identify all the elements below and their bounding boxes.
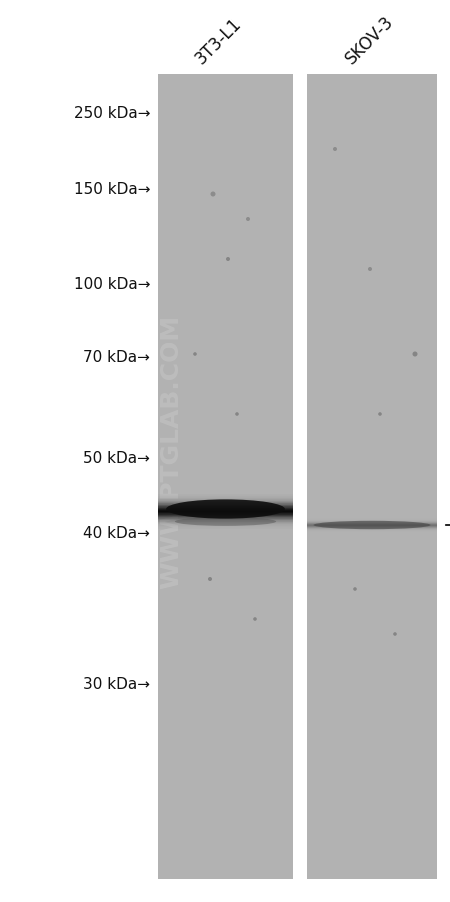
Circle shape bbox=[246, 217, 250, 222]
Text: 100 kDa→: 100 kDa→ bbox=[73, 277, 150, 292]
Text: SKOV-3: SKOV-3 bbox=[342, 13, 397, 68]
Text: WWW.PTGLAB.COM: WWW.PTGLAB.COM bbox=[159, 314, 183, 588]
Bar bbox=[158, 75, 293, 879]
Text: 3T3-L1: 3T3-L1 bbox=[192, 14, 246, 68]
Circle shape bbox=[253, 618, 257, 621]
Circle shape bbox=[211, 192, 216, 198]
Bar bbox=[307, 75, 437, 879]
Circle shape bbox=[393, 632, 397, 636]
Circle shape bbox=[226, 258, 230, 262]
Circle shape bbox=[413, 352, 418, 357]
Text: 70 kDa→: 70 kDa→ bbox=[83, 350, 150, 365]
Text: 50 kDa→: 50 kDa→ bbox=[83, 451, 150, 466]
Circle shape bbox=[235, 413, 239, 417]
Text: 250 kDa→: 250 kDa→ bbox=[73, 106, 150, 120]
Circle shape bbox=[378, 413, 382, 417]
Text: 40 kDa→: 40 kDa→ bbox=[83, 526, 150, 541]
Circle shape bbox=[333, 148, 337, 152]
Circle shape bbox=[353, 587, 357, 591]
Circle shape bbox=[368, 268, 372, 272]
Text: 30 kDa→: 30 kDa→ bbox=[83, 676, 150, 692]
Text: 150 kDa→: 150 kDa→ bbox=[73, 182, 150, 198]
Ellipse shape bbox=[314, 521, 431, 529]
Circle shape bbox=[193, 353, 197, 356]
Ellipse shape bbox=[166, 500, 285, 519]
Circle shape bbox=[208, 577, 212, 582]
Ellipse shape bbox=[175, 518, 276, 526]
